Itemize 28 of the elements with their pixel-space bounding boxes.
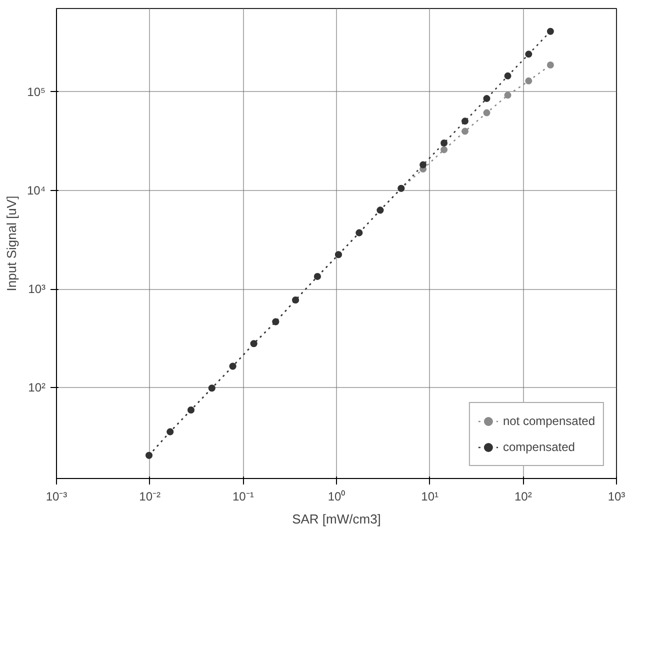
x-tick-label: 10⁰	[328, 490, 346, 504]
x-tick-label: 10⁻³	[46, 490, 68, 504]
x-tick-label: 10²	[514, 490, 532, 504]
y-tick-label: 10²	[28, 380, 46, 395]
point	[504, 72, 512, 80]
point	[483, 109, 490, 116]
point	[546, 62, 554, 69]
point	[525, 50, 532, 58]
x-tick-label: 10³	[608, 490, 626, 504]
point	[440, 146, 448, 154]
legend-label: not compensated	[502, 414, 595, 428]
x-axis-title: SAR [mW/cm3]	[292, 512, 381, 526]
point	[461, 128, 468, 135]
point	[546, 28, 554, 35]
legend-label: compensated	[502, 440, 575, 454]
x-tick-label: 10⁻²	[139, 490, 161, 504]
y-tick-label: 10³	[28, 282, 46, 296]
x-tick-label: 10⁻¹	[232, 490, 254, 504]
point	[525, 77, 532, 84]
point	[420, 161, 427, 168]
x-tick-label: 10¹	[421, 490, 439, 504]
y-tick-label: 10⁴	[26, 183, 46, 198]
y-tick-label: 10⁵	[27, 84, 46, 99]
point	[504, 92, 512, 99]
point	[461, 118, 468, 125]
point	[483, 95, 490, 102]
y-axis-title: Input Signal [uV]	[4, 196, 19, 292]
point	[440, 139, 448, 146]
